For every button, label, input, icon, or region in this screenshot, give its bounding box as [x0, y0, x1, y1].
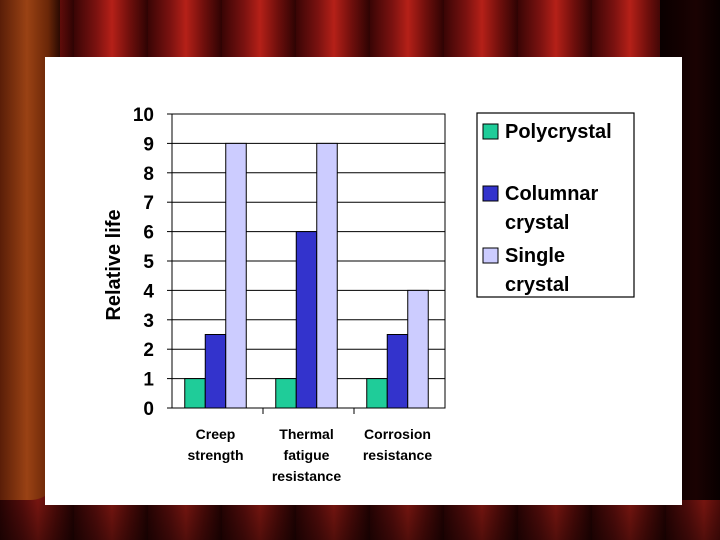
bar-1-1: [295, 231, 318, 409]
legend-box: [476, 112, 635, 298]
y-tick-label: 6: [143, 223, 154, 244]
bar-0-0: [184, 378, 206, 409]
x-category-label: Creep: [196, 426, 236, 442]
y-tick-label: 0: [143, 399, 154, 420]
y-tick-label: 5: [143, 252, 154, 273]
plot-area: 0 1 2 3 4 5 6 7 8 9 10 Relative life Creep strength Th…: [103, 105, 446, 484]
y-tick-label: 1: [143, 370, 154, 391]
x-category-label: strength: [188, 447, 244, 463]
legend-label: crystal: [505, 274, 570, 296]
y-tick-label: 2: [143, 340, 154, 361]
y-tick-label: 9: [143, 134, 154, 155]
legend-swatch-1: [482, 185, 499, 202]
legend-label: Single: [505, 245, 565, 267]
x-category-label: resistance: [272, 468, 341, 484]
y-tick-label: 10: [133, 105, 154, 126]
y-tick-label: 8: [143, 164, 154, 185]
y-tick-label: 4: [143, 281, 154, 302]
bar-2-0: [225, 142, 247, 409]
x-category-label: fatigue: [284, 447, 330, 463]
x-category-label: resistance: [363, 447, 432, 463]
y-axis-label: Relative life: [103, 209, 125, 320]
bar-1-2: [386, 334, 409, 409]
x-category-label: Thermal: [279, 426, 333, 442]
y-tick-label: 3: [143, 311, 154, 332]
bar-0-1: [275, 378, 297, 409]
y-tick-label: 7: [143, 193, 154, 214]
bar-1-0: [204, 334, 227, 409]
bar-0-2: [366, 378, 388, 409]
legend-swatch-0: [482, 123, 499, 140]
x-category-label: Corrosion: [364, 426, 431, 442]
legend-swatch-2: [482, 247, 499, 264]
bar-2-2: [407, 289, 429, 409]
legend-label: crystal: [505, 212, 570, 234]
legend-label: Polycrystal: [505, 121, 612, 143]
legend-label: Columnar: [505, 183, 599, 205]
legend: Polycrystal Columnar crystal Single crystal: [476, 112, 635, 298]
bar-2-1: [316, 142, 338, 409]
